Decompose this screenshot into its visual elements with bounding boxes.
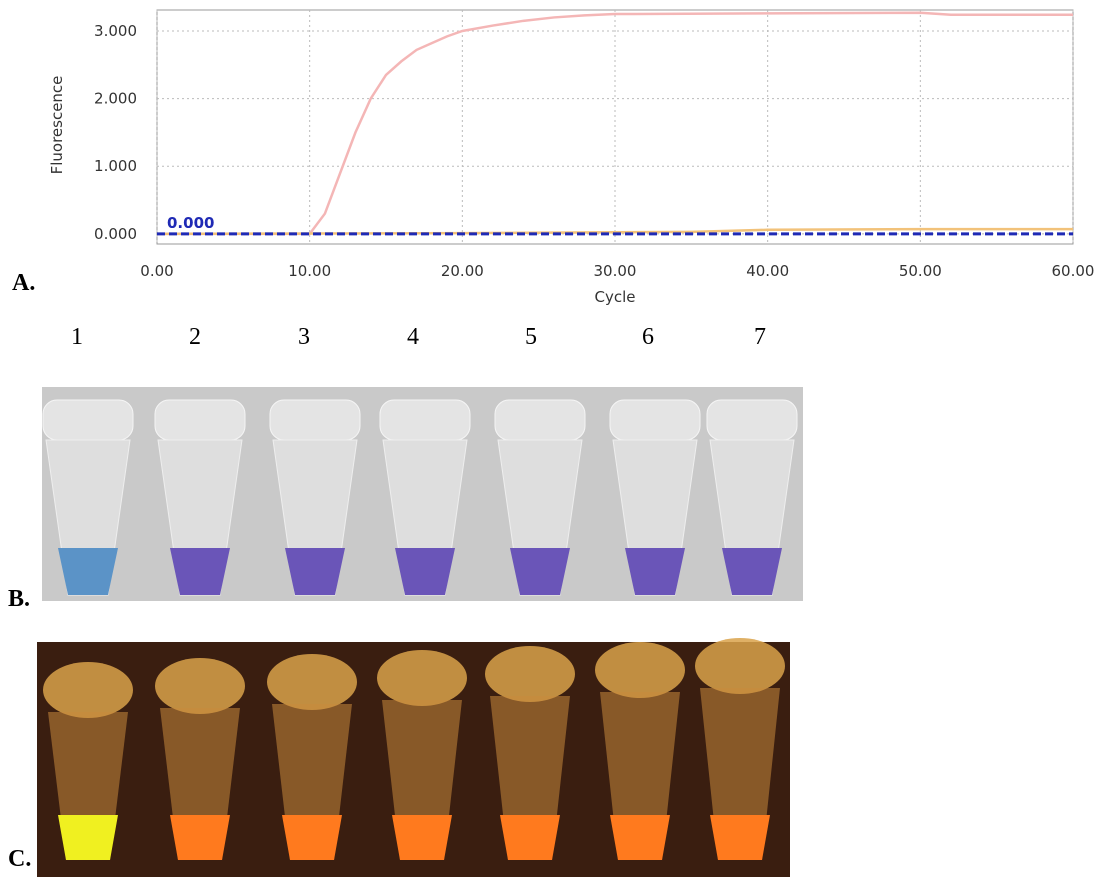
x-tick-label: 20.00 bbox=[441, 262, 484, 280]
tube-liquid bbox=[722, 548, 782, 595]
tube-cap bbox=[377, 650, 467, 706]
tube-cap bbox=[43, 662, 133, 718]
tube-liquid bbox=[170, 548, 230, 595]
x-tick-label: 60.00 bbox=[1052, 262, 1095, 280]
x-tick-label: 50.00 bbox=[899, 262, 942, 280]
tube-cap bbox=[494, 399, 586, 441]
tube-cap bbox=[155, 658, 245, 714]
tube-number: 1 bbox=[71, 324, 83, 350]
y-tick-label: 0.000 bbox=[94, 225, 137, 243]
tube-number: 4 bbox=[407, 324, 419, 350]
y-axis-title: Fluorescence bbox=[48, 76, 66, 175]
tube-liquid bbox=[625, 548, 685, 595]
tube-number: 2 bbox=[189, 324, 201, 350]
panel-label: A. bbox=[12, 270, 35, 296]
tube-liquid bbox=[395, 548, 455, 595]
tube-cap bbox=[379, 399, 471, 441]
x-axis-title: Cycle bbox=[595, 288, 636, 306]
tube-liquid bbox=[500, 815, 560, 860]
tube-liquid bbox=[170, 815, 230, 860]
panel-label: B. bbox=[8, 586, 30, 612]
tube-number: 7 bbox=[754, 324, 766, 350]
tube-liquid bbox=[610, 815, 670, 860]
tube-cap bbox=[706, 399, 798, 441]
tube-cap bbox=[154, 399, 246, 441]
x-tick-label: 0.00 bbox=[140, 262, 173, 280]
x-tick-label: 40.00 bbox=[746, 262, 789, 280]
tube-cap bbox=[42, 399, 134, 441]
tube-cap bbox=[267, 654, 357, 710]
threshold-label: 0.000 bbox=[167, 214, 214, 232]
tube-number: 5 bbox=[525, 324, 537, 350]
tube-liquid bbox=[392, 815, 452, 860]
tube-liquid bbox=[282, 815, 342, 860]
tube-liquid bbox=[58, 548, 118, 595]
panel-label: C. bbox=[8, 846, 31, 872]
series-line bbox=[157, 11, 1073, 236]
tube-liquid bbox=[710, 815, 770, 860]
tube-cap bbox=[695, 638, 785, 694]
tube-cap bbox=[485, 646, 575, 702]
tube-number: 3 bbox=[298, 324, 310, 350]
tube-liquid bbox=[510, 548, 570, 595]
x-tick-label: 30.00 bbox=[594, 262, 637, 280]
tube-cap bbox=[595, 642, 685, 698]
tube-liquid bbox=[285, 548, 345, 595]
y-tick-label: 2.000 bbox=[94, 90, 137, 108]
x-tick-label: 10.00 bbox=[288, 262, 331, 280]
tube-cap bbox=[269, 399, 361, 441]
y-tick-label: 3.000 bbox=[94, 22, 137, 40]
tube-liquid bbox=[58, 815, 118, 860]
tube-number: 6 bbox=[642, 324, 654, 350]
y-tick-label: 1.000 bbox=[94, 157, 137, 175]
tube-cap bbox=[609, 399, 701, 441]
